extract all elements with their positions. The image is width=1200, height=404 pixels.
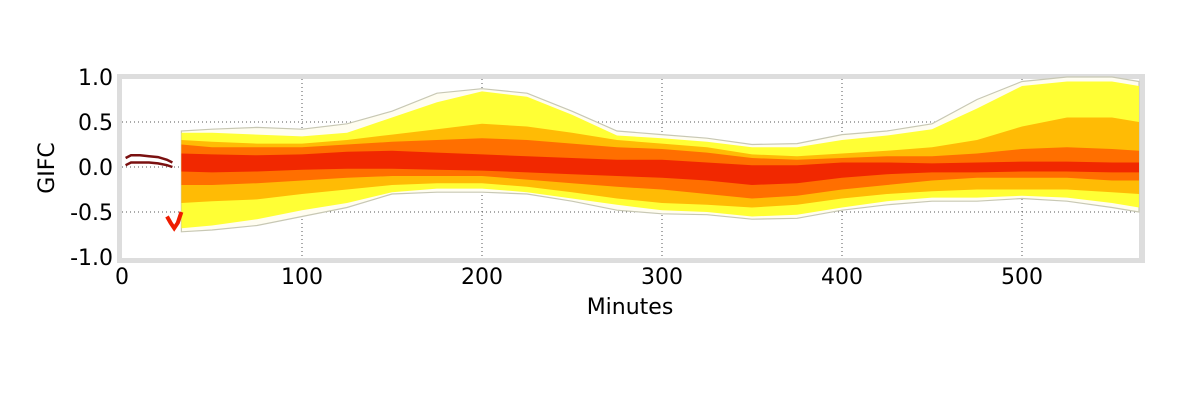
y-tick-label: -1.0 bbox=[70, 246, 113, 271]
y-tick-label: -0.5 bbox=[70, 201, 113, 226]
x-tick-label: 0 bbox=[115, 265, 129, 290]
x-axis-label: Minutes bbox=[587, 295, 674, 320]
early-line-upper bbox=[125, 154, 173, 164]
early-dip-line bbox=[165, 211, 184, 232]
x-tick-label: 400 bbox=[821, 265, 863, 290]
x-tick-label: 500 bbox=[1001, 265, 1043, 290]
x-tick-label: 100 bbox=[281, 265, 323, 290]
x-tick-label: 200 bbox=[461, 265, 503, 290]
y-tick-label: 0.0 bbox=[78, 156, 113, 181]
data-bands bbox=[180, 76, 1140, 233]
y-axis-label: GIFC bbox=[35, 142, 60, 194]
y-tick-label: 0.5 bbox=[78, 111, 113, 136]
early-segment bbox=[125, 154, 184, 232]
early-line-lower bbox=[125, 161, 173, 169]
y-axis-ticks: 1.0 0.5 0.0 -0.5 -1.0 bbox=[70, 66, 113, 271]
x-axis-ticks: 0 100 200 300 400 500 bbox=[115, 265, 1043, 290]
core-band bbox=[181, 150, 1139, 185]
x-tick-label: 300 bbox=[641, 265, 683, 290]
y-tick-label: 1.0 bbox=[78, 66, 113, 91]
